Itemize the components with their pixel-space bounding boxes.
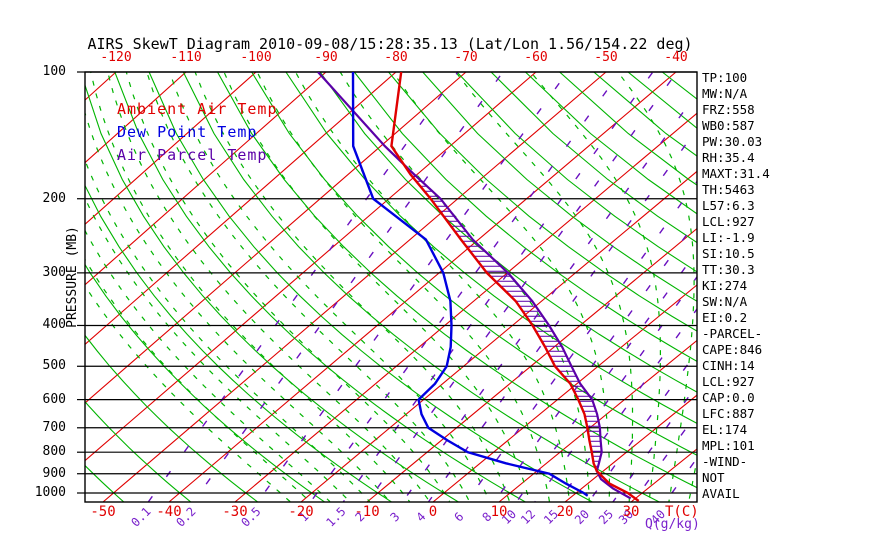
stat-line: TP:100 [702, 70, 748, 85]
page-title: AIRS SkewT Diagram 2010-09-08/15:28:35.1… [87, 35, 693, 53]
stat-line: SI:10.5 [702, 246, 755, 261]
stat-line: MW:N/A [702, 86, 748, 101]
temp-top-tick-label: -50 [594, 50, 618, 65]
mixing-ratio-lines [147, 72, 697, 502]
legend-air-parcel-temp: Air Parcel Temp [117, 146, 268, 164]
temp-bottom-tick-label: -20 [288, 504, 314, 520]
stat-line: MPL:101 [702, 438, 755, 453]
mixing-ratio-unit-label: Q(g/kg) [645, 517, 700, 532]
pressure-tick-label: 800 [42, 444, 66, 460]
parcel-temp-curve [317, 72, 632, 500]
stat-line: LCL:927 [702, 214, 755, 229]
stat-line: NOT [702, 470, 725, 485]
profile-curves [317, 72, 640, 502]
pressure-tick-label: 1000 [34, 485, 66, 500]
temp-bottom-tick-label: -50 [90, 504, 116, 520]
temp-top-tick-label: -40 [664, 50, 688, 65]
temp-top-tick-label: -60 [524, 50, 548, 65]
stat-line: EI:0.2 [702, 310, 748, 325]
temp-top-tick-label: -70 [454, 50, 478, 65]
temp-bottom-tick-label: 30 [622, 504, 640, 520]
pressure-tick-label: 700 [42, 419, 66, 435]
temp-top-tick-label: -80 [384, 50, 408, 65]
temp-bottom-tick-label: 10 [490, 504, 508, 520]
pressure-tick-label: 400 [42, 317, 66, 333]
stat-line: KI:274 [702, 278, 748, 293]
stat-line: CAP:0.0 [702, 390, 755, 405]
stat-line: SW:N/A [702, 294, 748, 309]
stat-line: CINH:14 [702, 358, 755, 373]
stat-line: PW:30.03 [702, 134, 763, 149]
stat-line: TH:5463 [702, 182, 755, 197]
stat-line: MAXT:31.4 [702, 166, 770, 181]
plot-frame [84, 71, 698, 503]
pressure-tick-label: 100 [42, 64, 66, 79]
ambient-temp-curve [390, 72, 640, 502]
stat-line: LI:-1.9 [702, 230, 755, 245]
pressure-tick-label: 500 [42, 358, 66, 374]
pressure-tick-label: 300 [42, 264, 66, 280]
stat-line: LCL:927 [702, 374, 755, 389]
sounding-stats-panel: TP:100 MW:N/A FRZ:558 WB0:587 PW:30.03 RH:35.… [702, 70, 770, 504]
legend-ambient-air-temp: Ambient Air Temp [117, 100, 278, 118]
stat-line: -WIND- [702, 454, 748, 469]
stat-line: RH:35.4 [702, 150, 755, 165]
dew-point-curve [351, 72, 589, 497]
stat-line: -PARCEL- [702, 326, 763, 341]
temp-top-tick-label: -120 [100, 50, 132, 65]
pressure-axis-label: PRESSURE (MB) [65, 226, 80, 328]
temp-top-tick-label: -90 [314, 50, 338, 65]
stat-line: LFC:887 [702, 406, 755, 421]
plot-frame [84, 71, 698, 503]
stat-line: L57:6.3 [702, 198, 755, 213]
stat-line: FRZ:558 [702, 102, 755, 117]
stat-line: EL:174 [702, 422, 748, 437]
legend-dew-point-temp: Dew Point Temp [117, 123, 258, 141]
pressure-tick-label: 200 [42, 190, 66, 206]
pressure-tick-label: 900 [42, 465, 66, 481]
stat-line: WB0:587 [702, 118, 755, 133]
temp-top-tick-label: -100 [240, 50, 272, 65]
cape-hatch [413, 175, 602, 467]
stat-line: TT:30.3 [702, 262, 755, 277]
temp-bottom-tick-label: -40 [156, 504, 182, 520]
temp-bottom-tick-label: 0 [428, 504, 438, 520]
pressure-tick-label: 600 [42, 391, 66, 407]
temp-unit-label: T(C) [665, 504, 699, 520]
temp-bottom-tick-label: -30 [222, 504, 248, 520]
temp-bottom-tick-label: -10 [354, 504, 380, 520]
stat-line: CAPE:846 [702, 342, 763, 357]
moist-adiabat-lines [85, 72, 697, 502]
temp-bottom-tick-label: 20 [556, 504, 574, 520]
stat-line: AVAIL [702, 486, 740, 501]
temp-top-tick-label: -110 [170, 50, 202, 65]
